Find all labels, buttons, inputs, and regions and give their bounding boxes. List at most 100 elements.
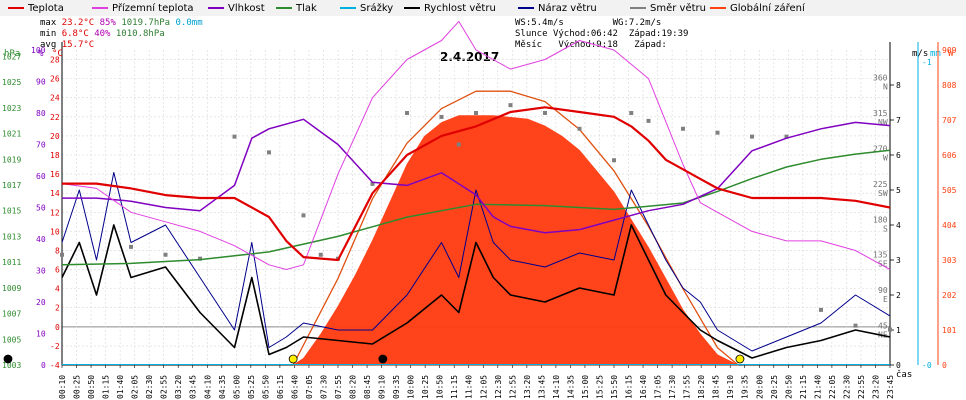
tick-label-x: 21:15 bbox=[799, 375, 808, 399]
tick-label-x: 16:40 bbox=[639, 375, 648, 399]
wind-direction-point bbox=[439, 114, 444, 119]
tick-label-pct: 90 bbox=[36, 78, 46, 87]
legend-label: Směr větru bbox=[650, 3, 706, 14]
tick-label-x: 15:50 bbox=[610, 375, 619, 399]
tick-label-dir-deg: 45 bbox=[878, 322, 888, 331]
legend-swatch bbox=[276, 7, 292, 9]
tick-label-x: 06:15 bbox=[276, 375, 285, 399]
tick-label-temp: 12 bbox=[50, 208, 60, 217]
tick-label-x: 19:35 bbox=[741, 375, 750, 399]
tick-label-x: 10:50 bbox=[436, 375, 445, 399]
tick-label-w: 303 bbox=[942, 256, 957, 265]
stats-avg-row: avg 15.7°C bbox=[40, 40, 95, 50]
legend-item: Směr větru bbox=[630, 3, 706, 14]
tick-label-x: 17:05 bbox=[654, 375, 663, 399]
series-ground-temperature bbox=[61, 20, 891, 270]
tick-label-dir: E bbox=[883, 295, 888, 304]
wind-direction-point bbox=[577, 126, 582, 131]
wind-direction-point bbox=[370, 181, 375, 186]
tick-label-pct: 40 bbox=[36, 235, 46, 244]
sunrise-marker bbox=[288, 354, 298, 364]
wind-direction-point bbox=[784, 134, 789, 139]
series-pressure bbox=[61, 149, 891, 266]
wind-direction-point bbox=[888, 327, 892, 332]
legend-swatch bbox=[630, 7, 646, 9]
wind-direction-point bbox=[629, 111, 634, 115]
series-wind-speed bbox=[61, 224, 891, 359]
axis-unit-w: W bbox=[948, 49, 954, 59]
tick-label-x: 02:30 bbox=[145, 375, 154, 399]
wind-direction-point bbox=[163, 252, 168, 257]
series-wind-gust bbox=[61, 172, 891, 352]
tick-label-temp: 4 bbox=[55, 285, 60, 294]
tick-label-x: 00:50 bbox=[87, 375, 96, 399]
stats-panel: max 23.2°C 85% 1019.7hPa 0.0mm min 6.8°C… bbox=[40, 18, 203, 51]
tick-label-x: 08:45 bbox=[363, 375, 372, 399]
tick-label-hpa: 1019 bbox=[2, 155, 21, 164]
wind-direction-point bbox=[301, 213, 306, 218]
legend-item: Tlak bbox=[276, 3, 317, 14]
tick-label-temp: 0 bbox=[55, 323, 60, 332]
wind-direction-point bbox=[612, 158, 616, 163]
tick-label-w: 404 bbox=[942, 221, 957, 230]
wind-direction-point bbox=[715, 130, 720, 135]
moonrise-marker bbox=[378, 354, 388, 364]
tick-label-x: 14:35 bbox=[566, 375, 575, 399]
tick-label-x: 05:00 bbox=[232, 375, 241, 399]
tick-label-temp: 20 bbox=[50, 132, 60, 141]
tick-label-pct: 20 bbox=[36, 298, 46, 307]
tick-label-w: 909 bbox=[942, 46, 957, 55]
tick-label-w: 101 bbox=[942, 326, 957, 335]
series-temperature bbox=[62, 106, 891, 262]
wind-direction-point bbox=[456, 142, 461, 147]
tick-label-x: 23:20 bbox=[871, 375, 880, 399]
wind-direction-point bbox=[681, 126, 685, 131]
legend-item: Globální záření bbox=[710, 3, 805, 14]
tick-label-hpa: 1009 bbox=[2, 284, 21, 293]
tick-label-dir-deg: 360 bbox=[873, 74, 888, 83]
legend-label: Teplota bbox=[28, 3, 64, 14]
chart-title: 2.4.2017 bbox=[440, 50, 499, 64]
wind-speed-text: WS:5.4m/s bbox=[515, 18, 564, 28]
tick-label-hpa: 1007 bbox=[2, 310, 21, 319]
wind-direction-point bbox=[129, 244, 133, 249]
legend-swatch bbox=[340, 7, 356, 9]
tick-label-hpa: 1027 bbox=[2, 52, 21, 61]
legend-item: Vlhkost bbox=[208, 3, 265, 14]
tick-label-x: 19:10 bbox=[726, 375, 735, 399]
tick-label-x: 13:20 bbox=[523, 375, 532, 399]
tick-label-pct: 60 bbox=[36, 172, 46, 181]
wind-direction-point bbox=[819, 307, 823, 312]
legend-label: Globální záření bbox=[730, 3, 805, 14]
tick-label-x: 13:45 bbox=[537, 375, 546, 399]
wind-direction-point bbox=[267, 150, 271, 155]
tick-label-ms: 3 bbox=[896, 256, 901, 265]
chart-legend: Teplota Přízemní teplota Vlhkost Tlak Srážky… bbox=[0, 0, 966, 16]
tick-label-x: 02:05 bbox=[131, 375, 140, 399]
wind-direction-point bbox=[60, 252, 64, 257]
tick-label-x: 22:05 bbox=[828, 375, 837, 399]
wind-direction-point bbox=[198, 256, 202, 261]
wind-direction-point bbox=[853, 323, 858, 328]
axis-unit-mm: mm bbox=[930, 49, 941, 59]
tick-label-ms: 7 bbox=[896, 116, 901, 125]
tick-label-x: 21:40 bbox=[813, 375, 822, 399]
tick-label-x: 04:10 bbox=[203, 375, 212, 399]
legend-item: Srážky bbox=[340, 3, 393, 14]
tick-label-temp: 18 bbox=[50, 151, 60, 160]
tick-label-temp: 26 bbox=[50, 75, 60, 84]
tick-label-temp: 6 bbox=[55, 266, 60, 275]
tick-label-x: 12:55 bbox=[508, 375, 517, 399]
stats-min-row: min 6.8°C 40% 1010.8hPa bbox=[40, 29, 165, 39]
tick-label-x: 00:10 bbox=[58, 375, 67, 399]
legend-swatch bbox=[92, 7, 108, 9]
tick-label-x: 12:30 bbox=[494, 375, 503, 399]
tick-label-hpa: 1021 bbox=[2, 130, 21, 139]
tick-label-x: 01:15 bbox=[102, 375, 111, 399]
tick-label-dir: S bbox=[883, 224, 888, 233]
tick-label-x: 15:00 bbox=[581, 375, 590, 399]
legend-label: Přízemní teplota bbox=[112, 3, 194, 14]
tick-label-w: 707 bbox=[942, 116, 957, 125]
legend-label: Vlhkost bbox=[228, 3, 265, 14]
